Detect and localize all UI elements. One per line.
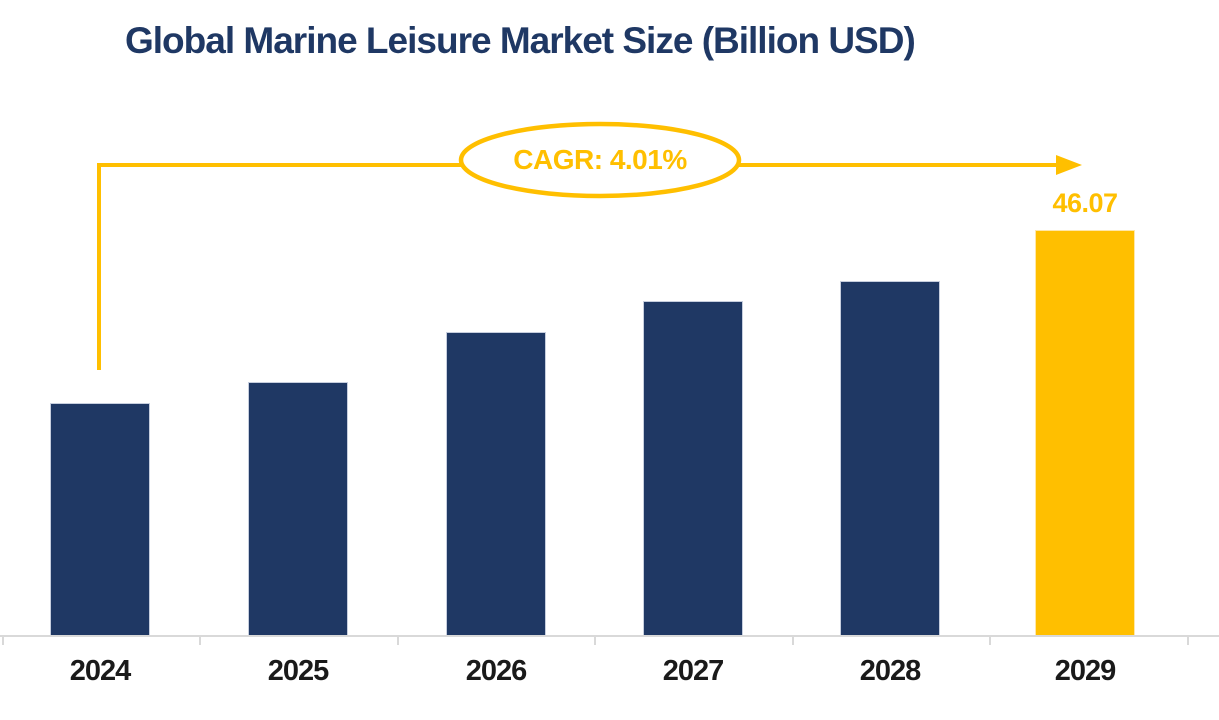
x-label-2024: 2024 — [69, 655, 132, 687]
x-label-2025: 2025 — [267, 655, 330, 687]
x-axis-tick — [1187, 635, 1189, 645]
x-axis-line — [0, 635, 1219, 637]
x-label-2026: 2026 — [465, 655, 528, 687]
x-axis-tick — [989, 635, 991, 645]
x-axis-tick — [594, 635, 596, 645]
x-axis-tick — [2, 635, 4, 645]
chart-title: Global Marine Leisure Market Size (Billi… — [125, 20, 916, 61]
x-axis-tick — [397, 635, 399, 645]
bar-2026 — [446, 332, 546, 636]
x-label-2027: 2027 — [662, 655, 725, 687]
cagr-label: CAGR: 4.01% — [513, 144, 687, 175]
x-axis-tick — [792, 635, 794, 645]
x-label-2029: 2029 — [1054, 655, 1117, 687]
bar-2027 — [643, 301, 743, 636]
arrowhead-icon — [1056, 155, 1082, 175]
x-axis-tick — [199, 635, 201, 645]
bar-2024 — [50, 403, 150, 636]
value-label-2029: 46.07 — [1052, 188, 1118, 218]
bar-2028 — [840, 281, 940, 636]
bar-2025 — [248, 382, 348, 636]
bar-2029-highlighted — [1035, 230, 1135, 636]
x-label-2028: 2028 — [859, 655, 922, 687]
